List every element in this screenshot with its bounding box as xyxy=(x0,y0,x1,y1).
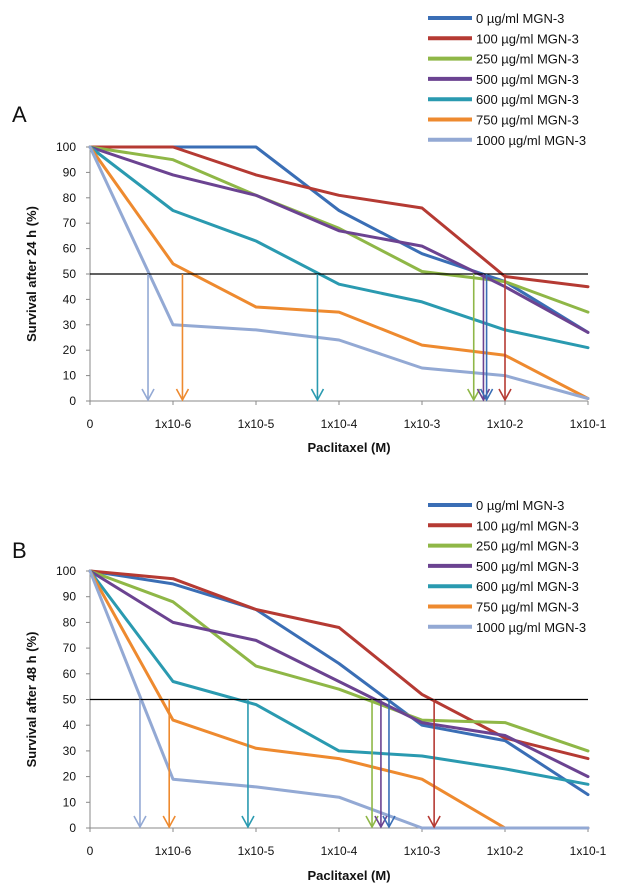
series-line-1 xyxy=(88,569,590,761)
ic50-arrow-0 xyxy=(133,699,147,829)
ic50-arrow-1 xyxy=(175,274,190,402)
x-tick-label: 1x10-4 xyxy=(321,844,358,858)
x-tick-label: 1x10-6 xyxy=(155,844,192,858)
y-tick-label: 100 xyxy=(56,140,76,154)
x-tick-label: 1x10-5 xyxy=(238,844,275,858)
legend-label-6: 1000 µg/ml MGN-3 xyxy=(476,620,586,635)
ic50-arrow-5 xyxy=(382,699,396,829)
ic50-arrow-2 xyxy=(310,274,325,402)
y-tick-label: 40 xyxy=(63,292,77,306)
y-tick-label: 30 xyxy=(63,744,77,758)
legend-label-1: 100 µg/ml MGN-3 xyxy=(476,518,579,533)
x-tick-label: 1x10-3 xyxy=(404,417,441,431)
y-tick-label: 40 xyxy=(63,718,77,732)
y-tick-label: 60 xyxy=(63,242,77,256)
ic50-arrow-1 xyxy=(162,699,176,829)
panel-letter: B xyxy=(12,538,27,563)
series-line-0 xyxy=(88,569,590,797)
ic50-arrow-5 xyxy=(479,274,494,402)
series-line-3 xyxy=(88,569,590,779)
y-tick-label: 80 xyxy=(63,191,77,205)
legend-label-5: 750 µg/ml MGN-3 xyxy=(476,113,579,128)
legend-label-4: 600 µg/ml MGN-3 xyxy=(476,579,579,594)
legend-label-2: 250 µg/ml MGN-3 xyxy=(476,539,579,554)
x-tick-label: 1x10-5 xyxy=(238,417,275,431)
legend-label-3: 500 µg/ml MGN-3 xyxy=(476,559,579,574)
y-tick-label: 90 xyxy=(63,165,77,179)
x-tick-label: 1x10-2 xyxy=(487,417,524,431)
y-tick-label: 10 xyxy=(63,795,77,809)
x-tick-label: 0 xyxy=(87,417,94,431)
legend-label-0: 0 µg/ml MGN-3 xyxy=(476,11,564,26)
y-tick-label: 0 xyxy=(69,394,76,408)
x-axis-title: Paclitaxel (M) xyxy=(307,868,390,883)
y-tick-label: 80 xyxy=(63,615,77,629)
x-tick-label: 1x10-6 xyxy=(155,417,192,431)
y-tick-label: 50 xyxy=(63,693,77,707)
chart-panel-A: A 0 10 20 30 40 50 60 70 80 90 100 0 1x10-6 1x10-5 1x10… xyxy=(12,11,607,455)
x-tick-label: 1x10-1 xyxy=(570,417,607,431)
y-tick-label: 70 xyxy=(63,641,77,655)
ic50-arrow-6 xyxy=(498,274,512,402)
legend-label-4: 600 µg/ml MGN-3 xyxy=(476,92,579,107)
legend: 0 µg/ml MGN-3 100 µg/ml MGN-3 250 µg/ml MG… xyxy=(428,11,586,148)
y-axis-title: Survival after 48 h (%) xyxy=(24,632,39,768)
y-tick-label: 60 xyxy=(63,667,77,681)
series-line-4 xyxy=(88,569,590,786)
y-tick-label: 50 xyxy=(63,267,77,281)
y-tick-label: 20 xyxy=(63,343,77,357)
series-line-2 xyxy=(88,569,590,753)
y-tick-label: 70 xyxy=(63,216,77,230)
ic50-arrow-3 xyxy=(467,274,481,402)
chart-panel-B: B 0 10 20 30 40 50 60 70 80 90 100 0 1x10-6 1x10-5 1x10… xyxy=(12,498,607,883)
y-tick-label: 10 xyxy=(63,369,77,383)
legend-label-3: 500 µg/ml MGN-3 xyxy=(476,72,579,87)
y-axis-title: Survival after 24 h (%) xyxy=(24,206,39,342)
x-tick-label: 1x10-1 xyxy=(570,844,607,858)
y-tick-label: 90 xyxy=(63,590,77,604)
x-tick-label: 1x10-3 xyxy=(404,844,441,858)
legend-label-0: 0 µg/ml MGN-3 xyxy=(476,498,564,513)
y-tick-label: 30 xyxy=(63,318,77,332)
legend-label-1: 100 µg/ml MGN-3 xyxy=(476,31,579,46)
x-tick-label: 1x10-2 xyxy=(487,844,524,858)
panel-letter: A xyxy=(12,102,27,127)
y-tick-label: 0 xyxy=(69,821,76,835)
ic50-arrow-2 xyxy=(241,699,255,829)
legend-label-5: 750 µg/ml MGN-3 xyxy=(476,600,579,615)
ic50-arrow-6 xyxy=(427,699,441,829)
legend-label-2: 250 µg/ml MGN-3 xyxy=(476,52,579,67)
legend-label-6: 1000 µg/ml MGN-3 xyxy=(476,133,586,148)
ic50-arrow-0 xyxy=(141,274,155,402)
x-axis-title: Paclitaxel (M) xyxy=(307,440,390,455)
ic50-arrow-4 xyxy=(476,274,491,402)
series-line-6 xyxy=(88,569,590,830)
x-tick-label: 1x10-4 xyxy=(321,417,358,431)
y-tick-label: 20 xyxy=(63,770,77,784)
x-tick-label: 0 xyxy=(87,844,94,858)
legend: 0 µg/ml MGN-3 100 µg/ml MGN-3 250 µg/ml MG… xyxy=(428,498,586,635)
y-tick-label: 100 xyxy=(56,564,76,578)
